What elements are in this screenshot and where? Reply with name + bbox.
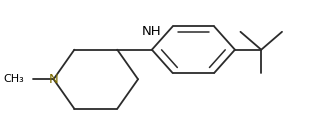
Text: CH₃: CH₃ (4, 74, 24, 84)
Text: NH: NH (142, 25, 162, 38)
Text: N: N (49, 73, 59, 86)
